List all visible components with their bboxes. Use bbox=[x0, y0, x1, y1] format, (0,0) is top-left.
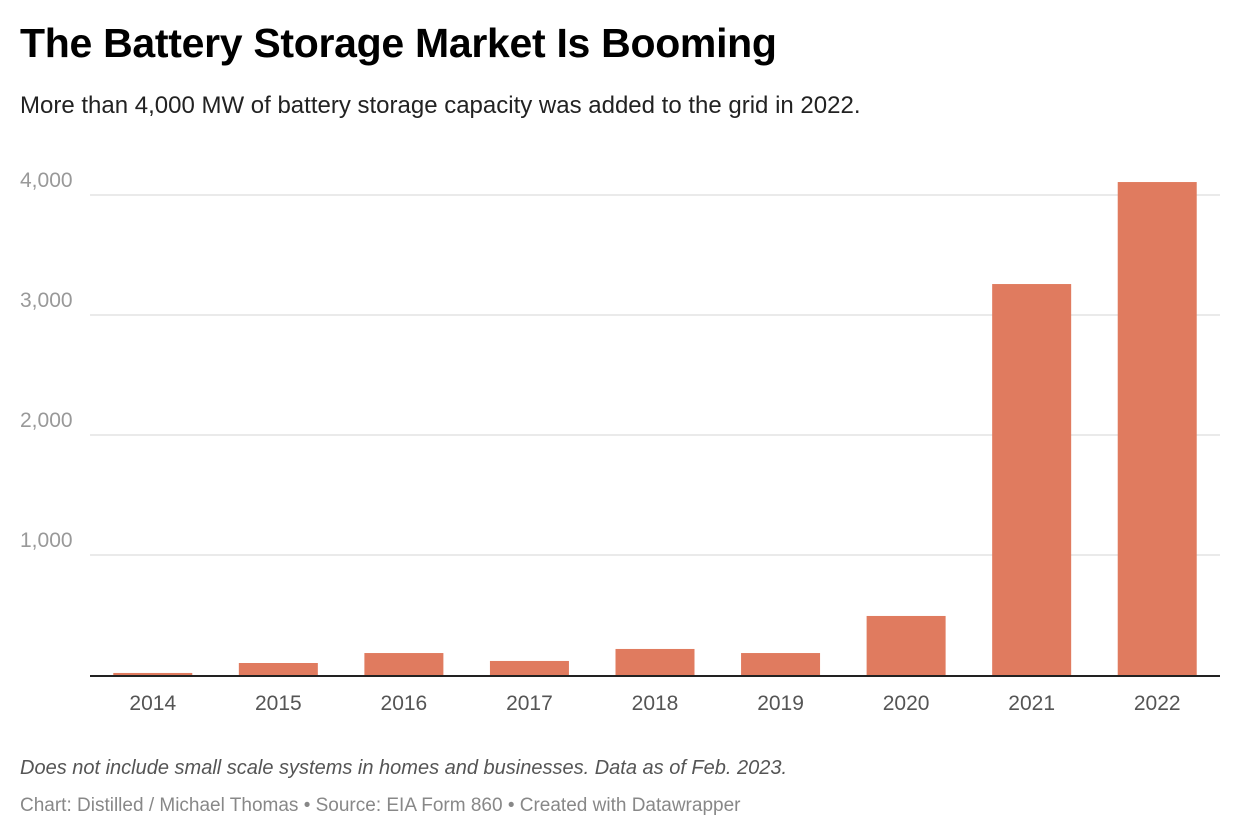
bar-2017 bbox=[489, 660, 569, 675]
x-tick-label: 2015 bbox=[255, 692, 302, 715]
bar-2014 bbox=[113, 672, 193, 675]
bar-2022 bbox=[1117, 182, 1197, 676]
bar-2015 bbox=[238, 663, 318, 675]
y-tick-label: 2,000 bbox=[20, 409, 73, 432]
chart-note: Does not include small scale systems in … bbox=[20, 757, 788, 779]
chart-subtitle: More than 4,000 MW of battery storage ca… bbox=[20, 92, 861, 119]
y-tick-label: 4,000 bbox=[20, 169, 73, 192]
chart-title: The Battery Storage Market Is Booming bbox=[20, 20, 777, 66]
x-tick-label: 2019 bbox=[757, 692, 804, 715]
bar-chart: 1,000 2,000 3,000 4,000 2014 2015 2016 2017 2018… bbox=[20, 169, 1220, 715]
x-tick-label: 2016 bbox=[381, 692, 428, 715]
x-tick-label: 2014 bbox=[129, 692, 176, 715]
x-tick-label: 2020 bbox=[883, 692, 930, 715]
bar-2021 bbox=[992, 284, 1072, 675]
bar-2018 bbox=[615, 648, 695, 675]
chart-credits: Chart: Distilled / Michael Thomas • Sour… bbox=[20, 795, 741, 816]
bar-2016 bbox=[364, 653, 444, 675]
x-tick-label: 2017 bbox=[506, 692, 553, 715]
bar-2019 bbox=[741, 653, 821, 675]
bar-2020 bbox=[866, 615, 946, 675]
x-tick-label: 2022 bbox=[1134, 692, 1181, 715]
x-tick-label: 2018 bbox=[632, 692, 679, 715]
x-tick-label: 2021 bbox=[1008, 692, 1055, 715]
y-tick-label: 3,000 bbox=[20, 289, 73, 312]
y-tick-label: 1,000 bbox=[20, 529, 73, 552]
